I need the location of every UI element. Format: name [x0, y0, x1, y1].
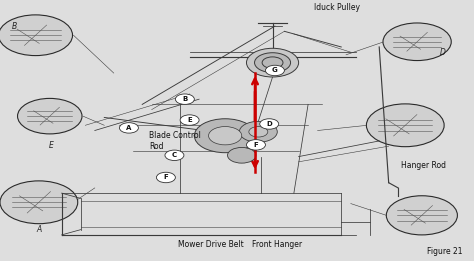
Text: Front Hanger: Front Hanger [252, 240, 302, 248]
Circle shape [386, 196, 457, 235]
Circle shape [246, 140, 265, 150]
Circle shape [175, 94, 194, 104]
Circle shape [249, 127, 268, 137]
Circle shape [180, 115, 199, 125]
Text: B: B [182, 96, 188, 102]
Circle shape [260, 119, 279, 129]
Text: E: E [49, 141, 54, 150]
Text: E: E [187, 117, 192, 123]
Text: A: A [126, 125, 132, 131]
Circle shape [383, 23, 451, 61]
Text: Blade Control
Rod: Blade Control Rod [149, 131, 201, 151]
Circle shape [156, 172, 175, 183]
Text: Mower Drive Belt: Mower Drive Belt [178, 240, 244, 248]
Text: F: F [164, 175, 168, 180]
Circle shape [255, 53, 291, 73]
Text: D: D [266, 121, 272, 127]
Circle shape [18, 98, 82, 134]
Circle shape [246, 48, 299, 77]
Circle shape [0, 15, 73, 56]
Text: A: A [36, 225, 42, 234]
Circle shape [165, 150, 184, 161]
Text: Figure 21: Figure 21 [427, 247, 462, 256]
Circle shape [239, 121, 277, 142]
Circle shape [265, 65, 284, 76]
Text: Iduck Pulley: Iduck Pulley [313, 3, 360, 12]
Circle shape [0, 181, 78, 224]
Circle shape [209, 127, 242, 145]
Text: Hanger Rod: Hanger Rod [401, 161, 446, 170]
Text: C: C [172, 152, 177, 158]
Circle shape [194, 119, 256, 153]
Text: B: B [11, 22, 17, 31]
Text: D: D [440, 48, 446, 57]
Circle shape [262, 57, 283, 68]
Circle shape [366, 104, 444, 147]
Circle shape [228, 147, 256, 163]
Circle shape [119, 123, 138, 133]
Text: G: G [272, 68, 278, 73]
Text: F: F [254, 142, 258, 148]
